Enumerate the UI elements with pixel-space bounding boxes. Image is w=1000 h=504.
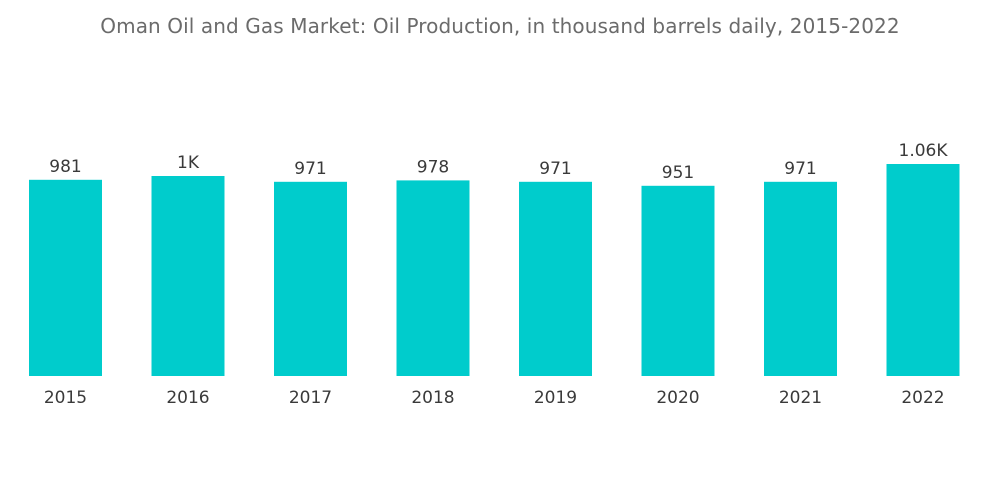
x-tick-2016: 2016	[166, 388, 209, 408]
x-tick-2017: 2017	[289, 388, 332, 408]
x-tick-2015: 2015	[44, 388, 87, 408]
bar-2015	[29, 179, 102, 376]
bar-2020	[641, 185, 715, 376]
x-tick-2022: 2022	[901, 388, 944, 408]
data-label-2019: 971	[539, 159, 571, 179]
bar-2018	[396, 180, 470, 376]
value-labels-group: 981 1K 971 978 971 951 971 1.06K	[49, 141, 948, 183]
data-label-2015: 981	[49, 157, 81, 177]
data-label-2018: 978	[417, 157, 449, 177]
x-axis-ticks: 2015 2016 2017 2018 2019 2020 2021 2022	[44, 388, 945, 408]
bar-2017	[274, 181, 347, 376]
data-label-2021: 971	[784, 159, 816, 179]
bar-2021	[764, 181, 837, 376]
bar-2019	[519, 181, 592, 376]
x-tick-2019: 2019	[534, 388, 577, 408]
chart-title: Oman Oil and Gas Market: Oil Production,…	[100, 14, 900, 38]
x-tick-2018: 2018	[411, 388, 454, 408]
data-label-2017: 971	[294, 159, 326, 179]
bars-group	[29, 164, 960, 376]
data-label-2020: 951	[662, 163, 694, 183]
bar-2016	[151, 176, 225, 376]
data-label-2022: 1.06K	[899, 141, 949, 161]
data-label-2016: 1K	[177, 153, 200, 173]
bar-2022	[886, 164, 960, 376]
x-tick-2021: 2021	[779, 388, 822, 408]
x-tick-2020: 2020	[656, 388, 699, 408]
